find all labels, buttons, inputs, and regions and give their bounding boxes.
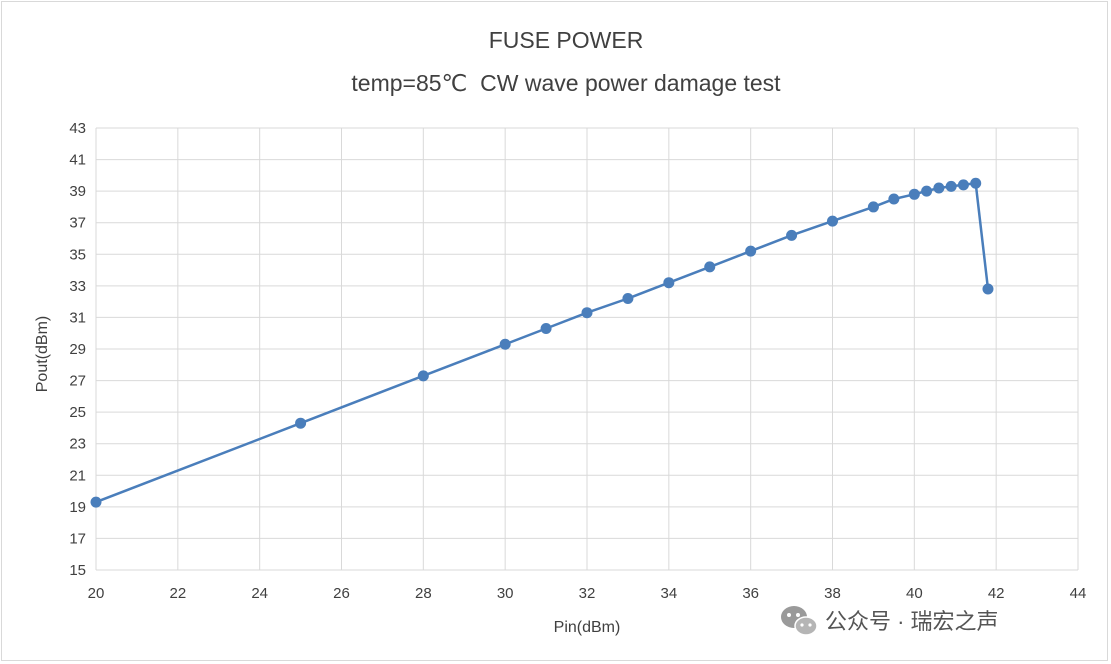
x-tick-labels: 20 22 24 26 28 30 32 34 36 38 40 42 44 — [88, 585, 1087, 602]
data-point — [295, 417, 307, 429]
x-axis-label: Pin(dBm) — [554, 619, 621, 636]
data-point — [982, 283, 994, 295]
x-tick-label: 28 — [415, 585, 432, 602]
data-point — [622, 292, 634, 304]
data-point — [957, 179, 969, 191]
data-point — [663, 277, 675, 289]
data-point — [888, 193, 900, 205]
y-tick-label: 17 — [69, 530, 86, 547]
data-point — [827, 215, 838, 227]
data-point — [499, 338, 511, 350]
data-point — [704, 261, 716, 273]
y-tick-label: 25 — [69, 404, 86, 421]
y-tick-label: 27 — [69, 373, 86, 390]
y-tick-label: 33 — [69, 278, 86, 295]
x-tick-label: 22 — [169, 585, 186, 602]
x-tick-label: 44 — [1070, 585, 1087, 602]
y-axis-label: Pout(dBm) — [34, 316, 51, 392]
watermark-text: 公众号 · 瑞宏之声 — [825, 609, 999, 634]
chart-subtitle: temp=85℃ CW wave power damage test — [351, 70, 781, 96]
x-tick-label: 38 — [824, 585, 841, 602]
y-tick-label: 15 — [69, 562, 86, 579]
y-tick-label: 21 — [69, 467, 86, 484]
chart-title: FUSE POWER — [489, 27, 644, 53]
x-tick-label: 32 — [579, 585, 596, 602]
data-point — [786, 229, 798, 241]
x-tick-label: 24 — [251, 585, 268, 602]
y-tick-label: 23 — [69, 436, 86, 453]
series-line — [95, 182, 990, 504]
data-point — [908, 188, 920, 200]
data-point — [945, 180, 957, 192]
x-tick-label: 20 — [88, 585, 105, 602]
data-point — [540, 322, 552, 334]
data-point — [933, 182, 945, 194]
data-point — [745, 245, 757, 257]
y-tick-label: 29 — [69, 341, 86, 358]
data-point — [970, 177, 982, 189]
y-tick-label: 19 — [69, 499, 86, 516]
y-tick-label: 35 — [69, 246, 86, 263]
y-tick-label: 39 — [69, 183, 86, 200]
y-tick-label: 41 — [69, 152, 86, 169]
x-tick-label: 34 — [660, 585, 677, 602]
series-group — [90, 177, 994, 508]
data-point — [581, 307, 593, 319]
x-tick-label: 36 — [742, 585, 759, 602]
data-point — [90, 496, 102, 508]
x-tick-label: 40 — [906, 585, 923, 602]
wechat-icon — [781, 606, 818, 636]
data-point — [867, 201, 879, 213]
watermark: 公众号 · 瑞宏之声 — [781, 606, 999, 636]
y-tick-label: 37 — [69, 215, 86, 232]
x-tick-label: 26 — [333, 585, 350, 602]
y-tick-label: 43 — [69, 120, 86, 137]
y-tick-label: 31 — [69, 309, 86, 326]
data-point — [921, 185, 933, 197]
y-tick-labels: 15 17 19 21 23 25 27 29 31 33 35 37 39 41 43 — [69, 120, 86, 579]
data-point — [417, 370, 429, 382]
x-tick-label: 30 — [497, 585, 514, 602]
x-tick-label: 42 — [988, 585, 1005, 602]
grid-lines — [95, 127, 1079, 571]
